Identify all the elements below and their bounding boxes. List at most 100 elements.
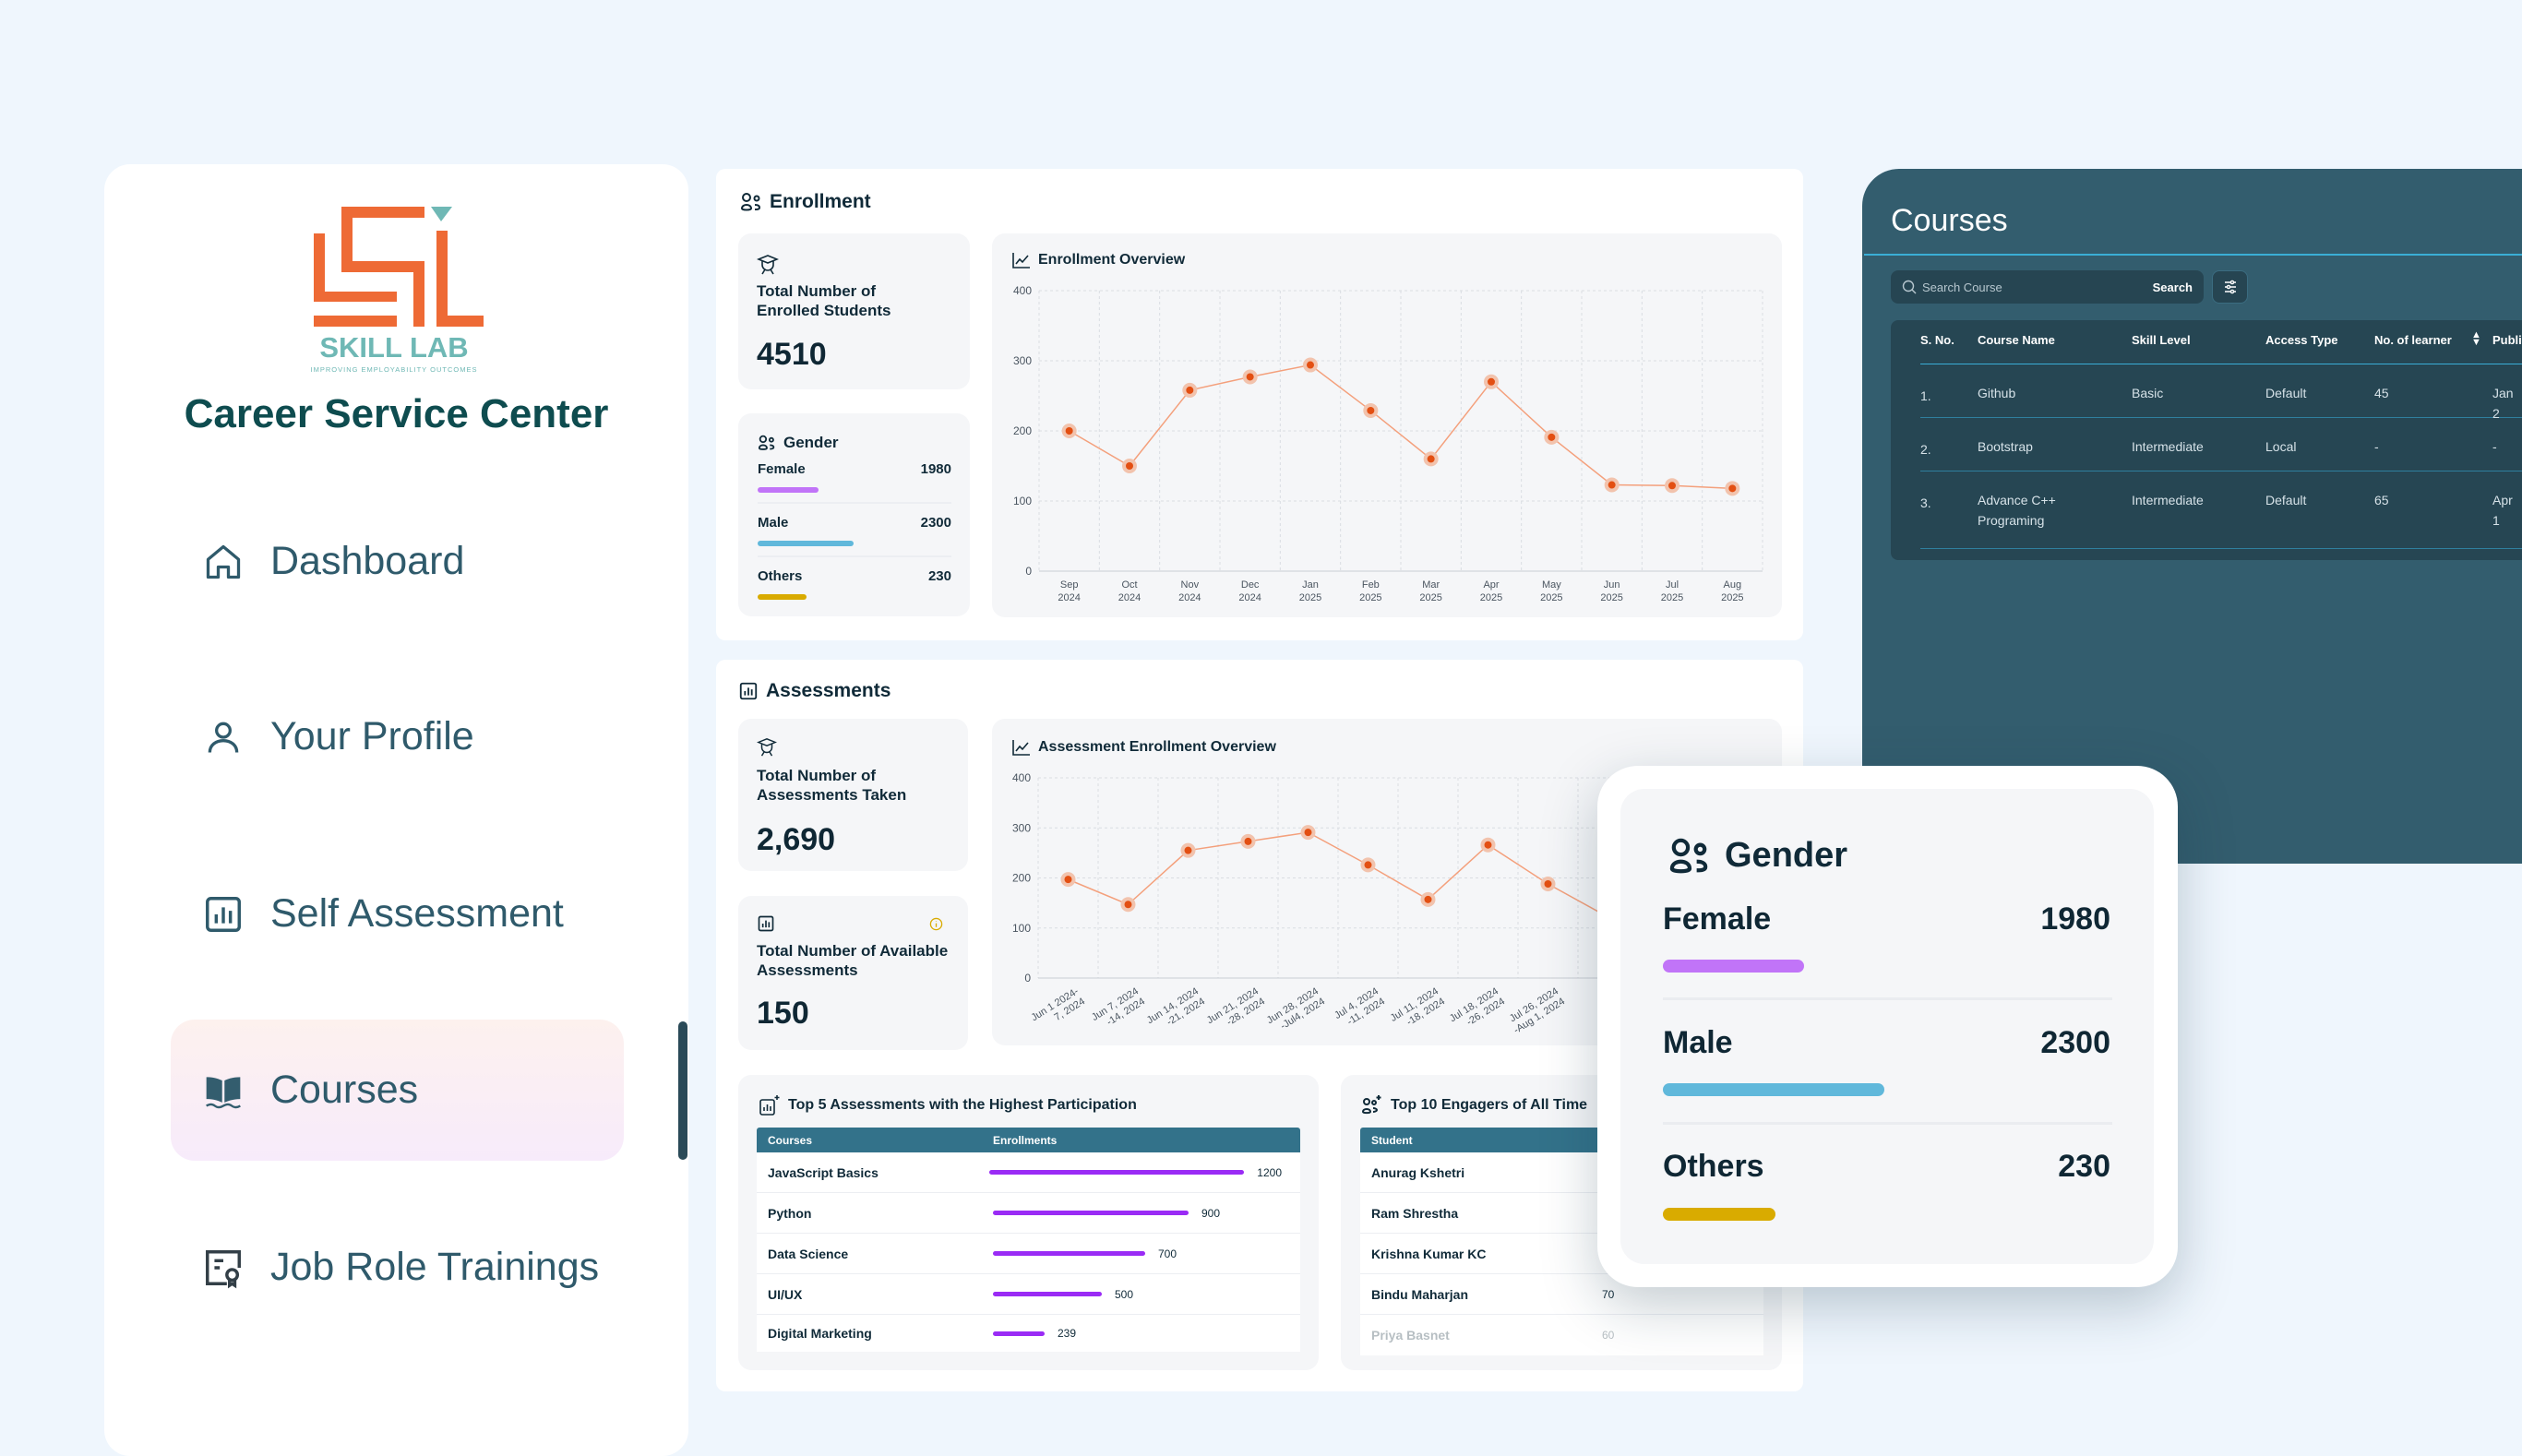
- gender-value: 1980: [2040, 901, 2110, 937]
- table-row[interactable]: Ram Shrestha: [1360, 1193, 1763, 1234]
- sidebar-item-courses[interactable]: Courses: [171, 1020, 624, 1161]
- data-point[interactable]: [1126, 462, 1133, 470]
- courses-title: Courses: [1891, 203, 2008, 238]
- data-point[interactable]: [1548, 433, 1556, 441]
- gender-row-others: Others 230: [758, 568, 951, 584]
- engagement-value: 70: [1602, 1287, 1615, 1301]
- course-name-cell[interactable]: Bootstrap: [1978, 439, 2033, 454]
- course-access-cell: Default: [2265, 386, 2307, 400]
- engagement-value: 60: [1602, 1329, 1615, 1342]
- total-enrolled-card: Total Number of Enrolled Students 4510: [738, 233, 970, 389]
- x-tick-label: Jul 18, 2024-26, 2024: [1448, 985, 1507, 1034]
- gender-popup-title-text: Gender: [1725, 836, 1848, 875]
- data-point[interactable]: [1488, 377, 1495, 386]
- data-point[interactable]: [1424, 895, 1432, 903]
- course-learners-cell: 45: [2374, 386, 2389, 400]
- column-header: Courses: [768, 1133, 813, 1147]
- table-row[interactable]: Bindu Maharjan 70: [1360, 1274, 1763, 1315]
- filter-button[interactable]: [2212, 270, 2248, 304]
- x-tick-label: May 2025: [1540, 579, 1562, 603]
- brand-title: Career Service Center: [184, 391, 609, 436]
- x-tick-label: Jun 21, 2024-28, 2024: [1205, 985, 1267, 1036]
- course-published-cell: Jan 2: [2492, 386, 2514, 421]
- data-point[interactable]: [1304, 829, 1312, 837]
- data-point[interactable]: [1065, 427, 1073, 435]
- column-header[interactable]: No. of learner: [2374, 333, 2452, 347]
- course-name-cell[interactable]: Github: [1978, 386, 2016, 400]
- sort-icon[interactable]: ▲ ▼: [2471, 329, 2481, 348]
- line-chart-icon: [1012, 253, 1030, 269]
- data-point[interactable]: [1186, 386, 1194, 394]
- sidebar-scrollbar[interactable]: [678, 1021, 687, 1160]
- column-header: Access Type: [2265, 333, 2338, 347]
- data-point[interactable]: [1244, 837, 1252, 845]
- search-button[interactable]: Search: [2152, 280, 2193, 294]
- data-point[interactable]: [1307, 361, 1314, 369]
- bar-chart-sparkle-icon: [759, 1095, 780, 1116]
- gender-title: Gender: [758, 434, 839, 452]
- enrollment-bar: [993, 1292, 1102, 1296]
- x-tick-label: Feb 2025: [1359, 579, 1381, 603]
- table-row[interactable]: Data Science 700: [757, 1234, 1300, 1274]
- users-icon: [758, 435, 775, 450]
- book-icon: [200, 1068, 246, 1114]
- table-row[interactable]: Priya Basnet 60: [1360, 1315, 1763, 1355]
- enrollment-bar: [993, 1211, 1189, 1215]
- info-icon[interactable]: [929, 917, 943, 931]
- data-point[interactable]: [1608, 481, 1616, 489]
- data-point[interactable]: [1484, 841, 1492, 849]
- table-row[interactable]: Anurag Kshetri: [1360, 1152, 1763, 1193]
- column-header: Course Name: [1978, 333, 2055, 347]
- table-row[interactable]: UI/UX 500: [757, 1274, 1300, 1315]
- data-point[interactable]: [1367, 406, 1375, 414]
- data-point[interactable]: [1427, 455, 1435, 463]
- sidebar-item-dashboard[interactable]: Dashboard: [171, 491, 624, 632]
- enrollment-value: 239: [1058, 1327, 1077, 1340]
- enrollment-overview-chart-card: Enrollment Overview 0 100 200 300 400 Sep 2024…: [992, 233, 1782, 617]
- data-point[interactable]: [1364, 861, 1372, 869]
- x-tick-label: Mar 2025: [1419, 579, 1441, 603]
- y-tick-label: 300: [1013, 354, 1032, 367]
- divider: [758, 502, 951, 504]
- user-icon: [200, 714, 246, 760]
- y-tick-label: 0: [1024, 972, 1031, 985]
- table-row[interactable]: Digital Marketing 239: [757, 1315, 1300, 1352]
- data-point[interactable]: [1728, 484, 1737, 493]
- gender-value: 230: [927, 568, 951, 584]
- top5-table-header: Courses Enrollments: [757, 1128, 1300, 1152]
- table-row[interactable]: JavaScript Basics 1200: [757, 1152, 1300, 1193]
- assessments-taken-card: Total Number of Assessments Taken 2,690: [738, 719, 968, 871]
- available-assessments-label: Total Number of Available Assessments: [757, 942, 949, 979]
- gender-row-female: Female 1980: [758, 461, 951, 477]
- data-point[interactable]: [1124, 901, 1132, 909]
- sidebar-item-job-role-trainings[interactable]: Job Role Trainings: [171, 1197, 624, 1338]
- divider: [1663, 997, 2112, 1000]
- gender-label: Others: [758, 568, 803, 584]
- available-assessments-card: Total Number of Available Assessments 15…: [738, 896, 968, 1050]
- data-point[interactable]: [1184, 846, 1192, 854]
- data-point[interactable]: [1064, 876, 1072, 884]
- table-row[interactable]: Python 900: [757, 1193, 1300, 1234]
- search-course-input[interactable]: Search Course Search: [1891, 270, 2204, 304]
- course-name-cell[interactable]: Advance C++ Programing: [1978, 493, 2056, 528]
- sidebar-item-self-assessment[interactable]: Self Assessment: [171, 843, 624, 985]
- data-point[interactable]: [1246, 373, 1254, 381]
- y-tick-label: 200: [1012, 872, 1031, 885]
- others-bar: [758, 594, 807, 600]
- enrollment-bar: [993, 1331, 1045, 1336]
- chart-title: Enrollment Overview: [1012, 252, 1185, 269]
- bar-chart-icon: [739, 682, 758, 700]
- sidebar-item-your-profile[interactable]: Your Profile: [171, 666, 624, 807]
- course-name: UI/UX: [768, 1286, 803, 1302]
- course-level-cell: Intermediate: [2132, 493, 2204, 507]
- x-tick-label: Aug 2025: [1721, 579, 1743, 603]
- divider: [1920, 417, 2522, 418]
- table-row[interactable]: Krishna Kumar KC: [1360, 1234, 1763, 1274]
- male-bar: [1663, 1083, 1884, 1096]
- gender-value: 1980: [920, 461, 951, 477]
- y-tick-label: 200: [1013, 424, 1032, 437]
- gender-value: 2300: [2040, 1025, 2110, 1060]
- data-point[interactable]: [1544, 880, 1552, 889]
- x-tick-label: Jun 28, 2024-Jul4, 2024: [1265, 985, 1327, 1036]
- data-point[interactable]: [1668, 482, 1676, 490]
